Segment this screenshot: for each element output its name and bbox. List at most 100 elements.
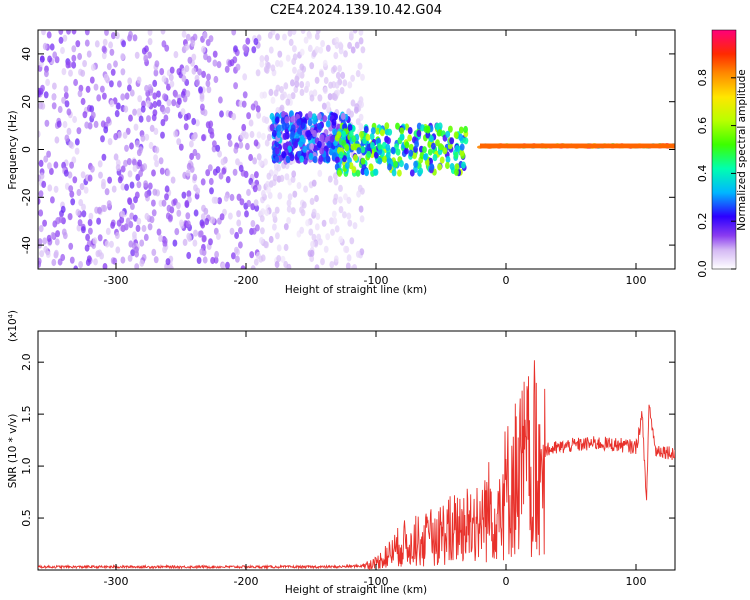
heatmap-cell (282, 142, 288, 150)
heatmap-cell (438, 143, 444, 151)
heatmap-cell (186, 190, 192, 198)
heatmap-cell (129, 89, 135, 97)
heatmap-cell (321, 219, 327, 227)
heatmap-cell (404, 163, 409, 171)
heatmap-cell (80, 97, 86, 106)
heatmap-cell (299, 48, 305, 56)
heatmap-cell (262, 91, 268, 99)
heatmap-cell (359, 100, 364, 109)
heatmap-cell (434, 122, 440, 130)
heatmap-cell (293, 141, 298, 149)
heatmap-cell (165, 106, 171, 114)
heatmap-cell (234, 246, 239, 254)
heatmap-cell (169, 66, 175, 74)
heatmap-cell (314, 76, 320, 84)
heatmap-cell (183, 113, 189, 121)
heatmap-cell (334, 156, 340, 164)
heatmap-cell (290, 130, 295, 138)
heatmap-cell (305, 80, 311, 89)
heatmap-cell (448, 125, 453, 133)
heatmap-cell (404, 123, 410, 131)
heatmap-cell (43, 245, 49, 254)
heatmap-cell (243, 46, 249, 54)
heatmap-cell (50, 231, 56, 240)
heatmap-cell (393, 160, 398, 168)
heatmap-cell (69, 190, 75, 198)
heatmap-cell (241, 123, 247, 132)
heatmap-cell (236, 219, 242, 227)
heatmap-cell (271, 116, 277, 124)
snr-series-line (38, 360, 675, 570)
heatmap-cell (191, 67, 197, 75)
heatmap-cell (47, 162, 52, 170)
heatmap-cell (311, 179, 317, 187)
heatmap-cell (353, 154, 358, 162)
heatmap-cell (76, 127, 82, 135)
heatmap-cell (263, 241, 269, 249)
heatmap-cell (216, 61, 222, 69)
heatmap-cell (41, 30, 46, 36)
heatmap-cell (106, 200, 112, 208)
heatmap-cell (68, 185, 74, 193)
heatmap-cell (133, 123, 139, 131)
heatmap-cell (358, 205, 364, 213)
heatmap-cell (39, 250, 45, 258)
heatmap-cell (264, 66, 270, 74)
heatmap-cell (144, 190, 150, 199)
heatmap-cell (346, 212, 352, 220)
heatmap-cell (147, 223, 153, 231)
heatmap-cell (338, 184, 343, 192)
heatmap-cell (350, 265, 356, 269)
heatmap-cell (210, 256, 216, 265)
heatmap-cell (404, 147, 409, 155)
heatmap-cell (355, 250, 361, 258)
heatmap-cell (218, 172, 224, 180)
heatmap-cell (148, 141, 154, 150)
heatmap-cell (213, 75, 219, 84)
heatmap-cell (231, 113, 237, 121)
heatmap-cell (207, 164, 213, 172)
heatmap-band (480, 143, 675, 149)
heatmap-cell (122, 131, 128, 139)
heatmap-cell (353, 106, 359, 114)
heatmap-cell (390, 146, 396, 154)
heatmap-cell (44, 119, 50, 127)
heatmap-cell (38, 159, 44, 167)
heatmap-cell (84, 30, 90, 36)
heatmap-cell (49, 167, 54, 175)
heatmap-cell (325, 120, 331, 128)
heatmap-cell (61, 96, 66, 104)
heatmap-cell (53, 161, 59, 169)
heatmap-cell (197, 230, 203, 238)
heatmap-cell (299, 206, 304, 214)
heatmap-cell (296, 118, 302, 126)
heatmap-cell (87, 219, 93, 227)
heatmap-cell (271, 129, 277, 138)
heatmap-cell (291, 30, 297, 35)
heatmap-cell (78, 261, 83, 269)
heatmap-cell (38, 225, 44, 233)
heatmap-cell (263, 158, 268, 166)
heatmap-cell (177, 97, 182, 105)
heatmap-cell (229, 227, 235, 235)
heatmap-cell (246, 112, 252, 120)
heatmap-cell (299, 81, 305, 89)
heatmap-cell (338, 235, 344, 244)
heatmap-cell (350, 99, 356, 107)
heatmap-cell (399, 133, 405, 141)
heatmap-cell (307, 111, 313, 119)
heatmap-cell (137, 95, 143, 103)
heatmap-cell (307, 118, 313, 127)
heatmap-cell (81, 203, 86, 211)
heatmap-cell (256, 184, 262, 192)
heatmap-cell (312, 130, 317, 138)
heatmap-cell (285, 156, 291, 164)
heatmap-cell (94, 40, 100, 48)
heatmap-cell (73, 265, 79, 269)
heatmap-cell (120, 93, 126, 101)
heatmap-cell (209, 187, 214, 195)
heatmap-cell (346, 196, 352, 204)
heatmap-cell (181, 191, 187, 199)
heatmap-cell (287, 193, 293, 201)
heatmap-cell (85, 258, 91, 266)
